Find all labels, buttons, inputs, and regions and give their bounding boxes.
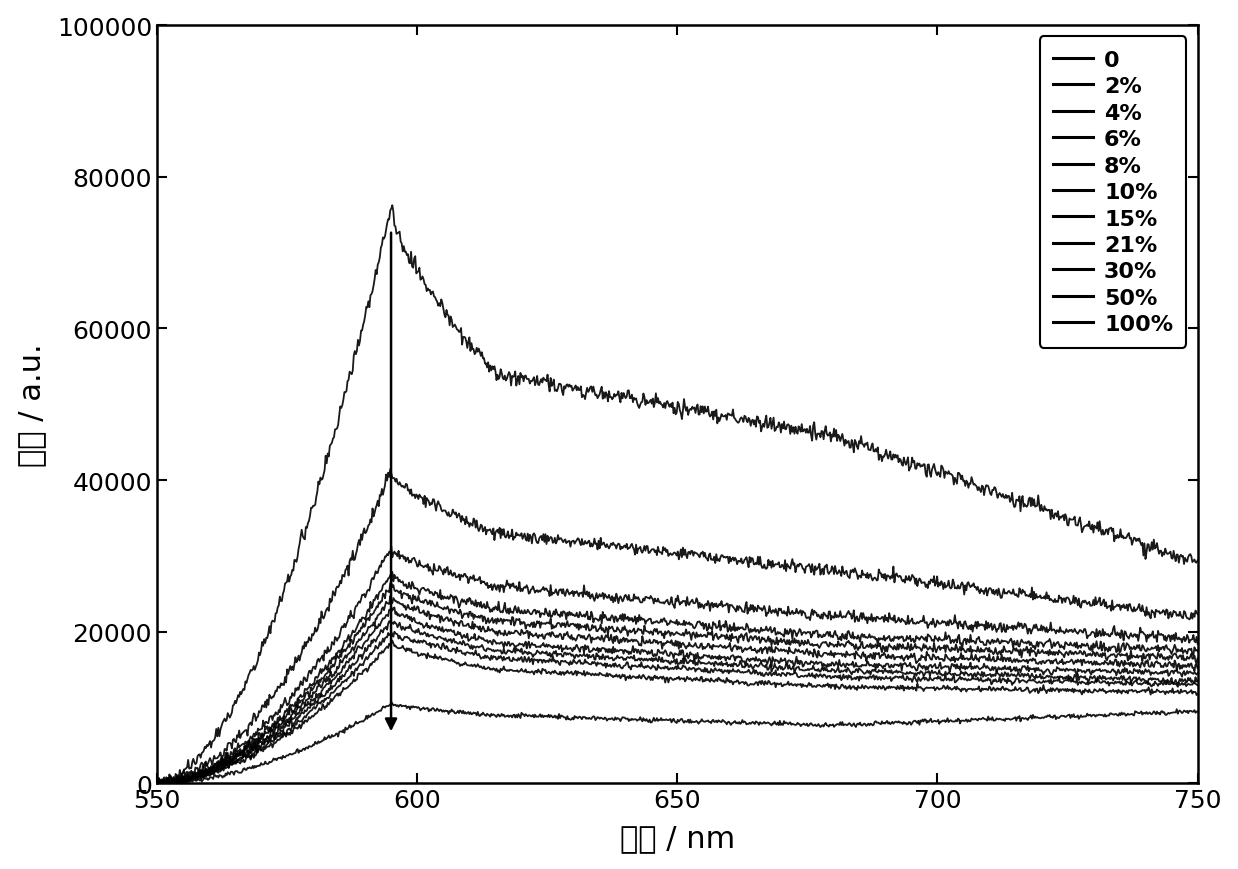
Legend: 0, 2%, 4%, 6%, 8%, 10%, 15%, 21%, 30%, 50%, 100%: 0, 2%, 4%, 6%, 8%, 10%, 15%, 21%, 30%, 5… bbox=[1040, 37, 1186, 348]
Y-axis label: 强度 / a.u.: 强度 / a.u. bbox=[16, 343, 46, 467]
X-axis label: 波长 / nm: 波长 / nm bbox=[619, 824, 735, 852]
